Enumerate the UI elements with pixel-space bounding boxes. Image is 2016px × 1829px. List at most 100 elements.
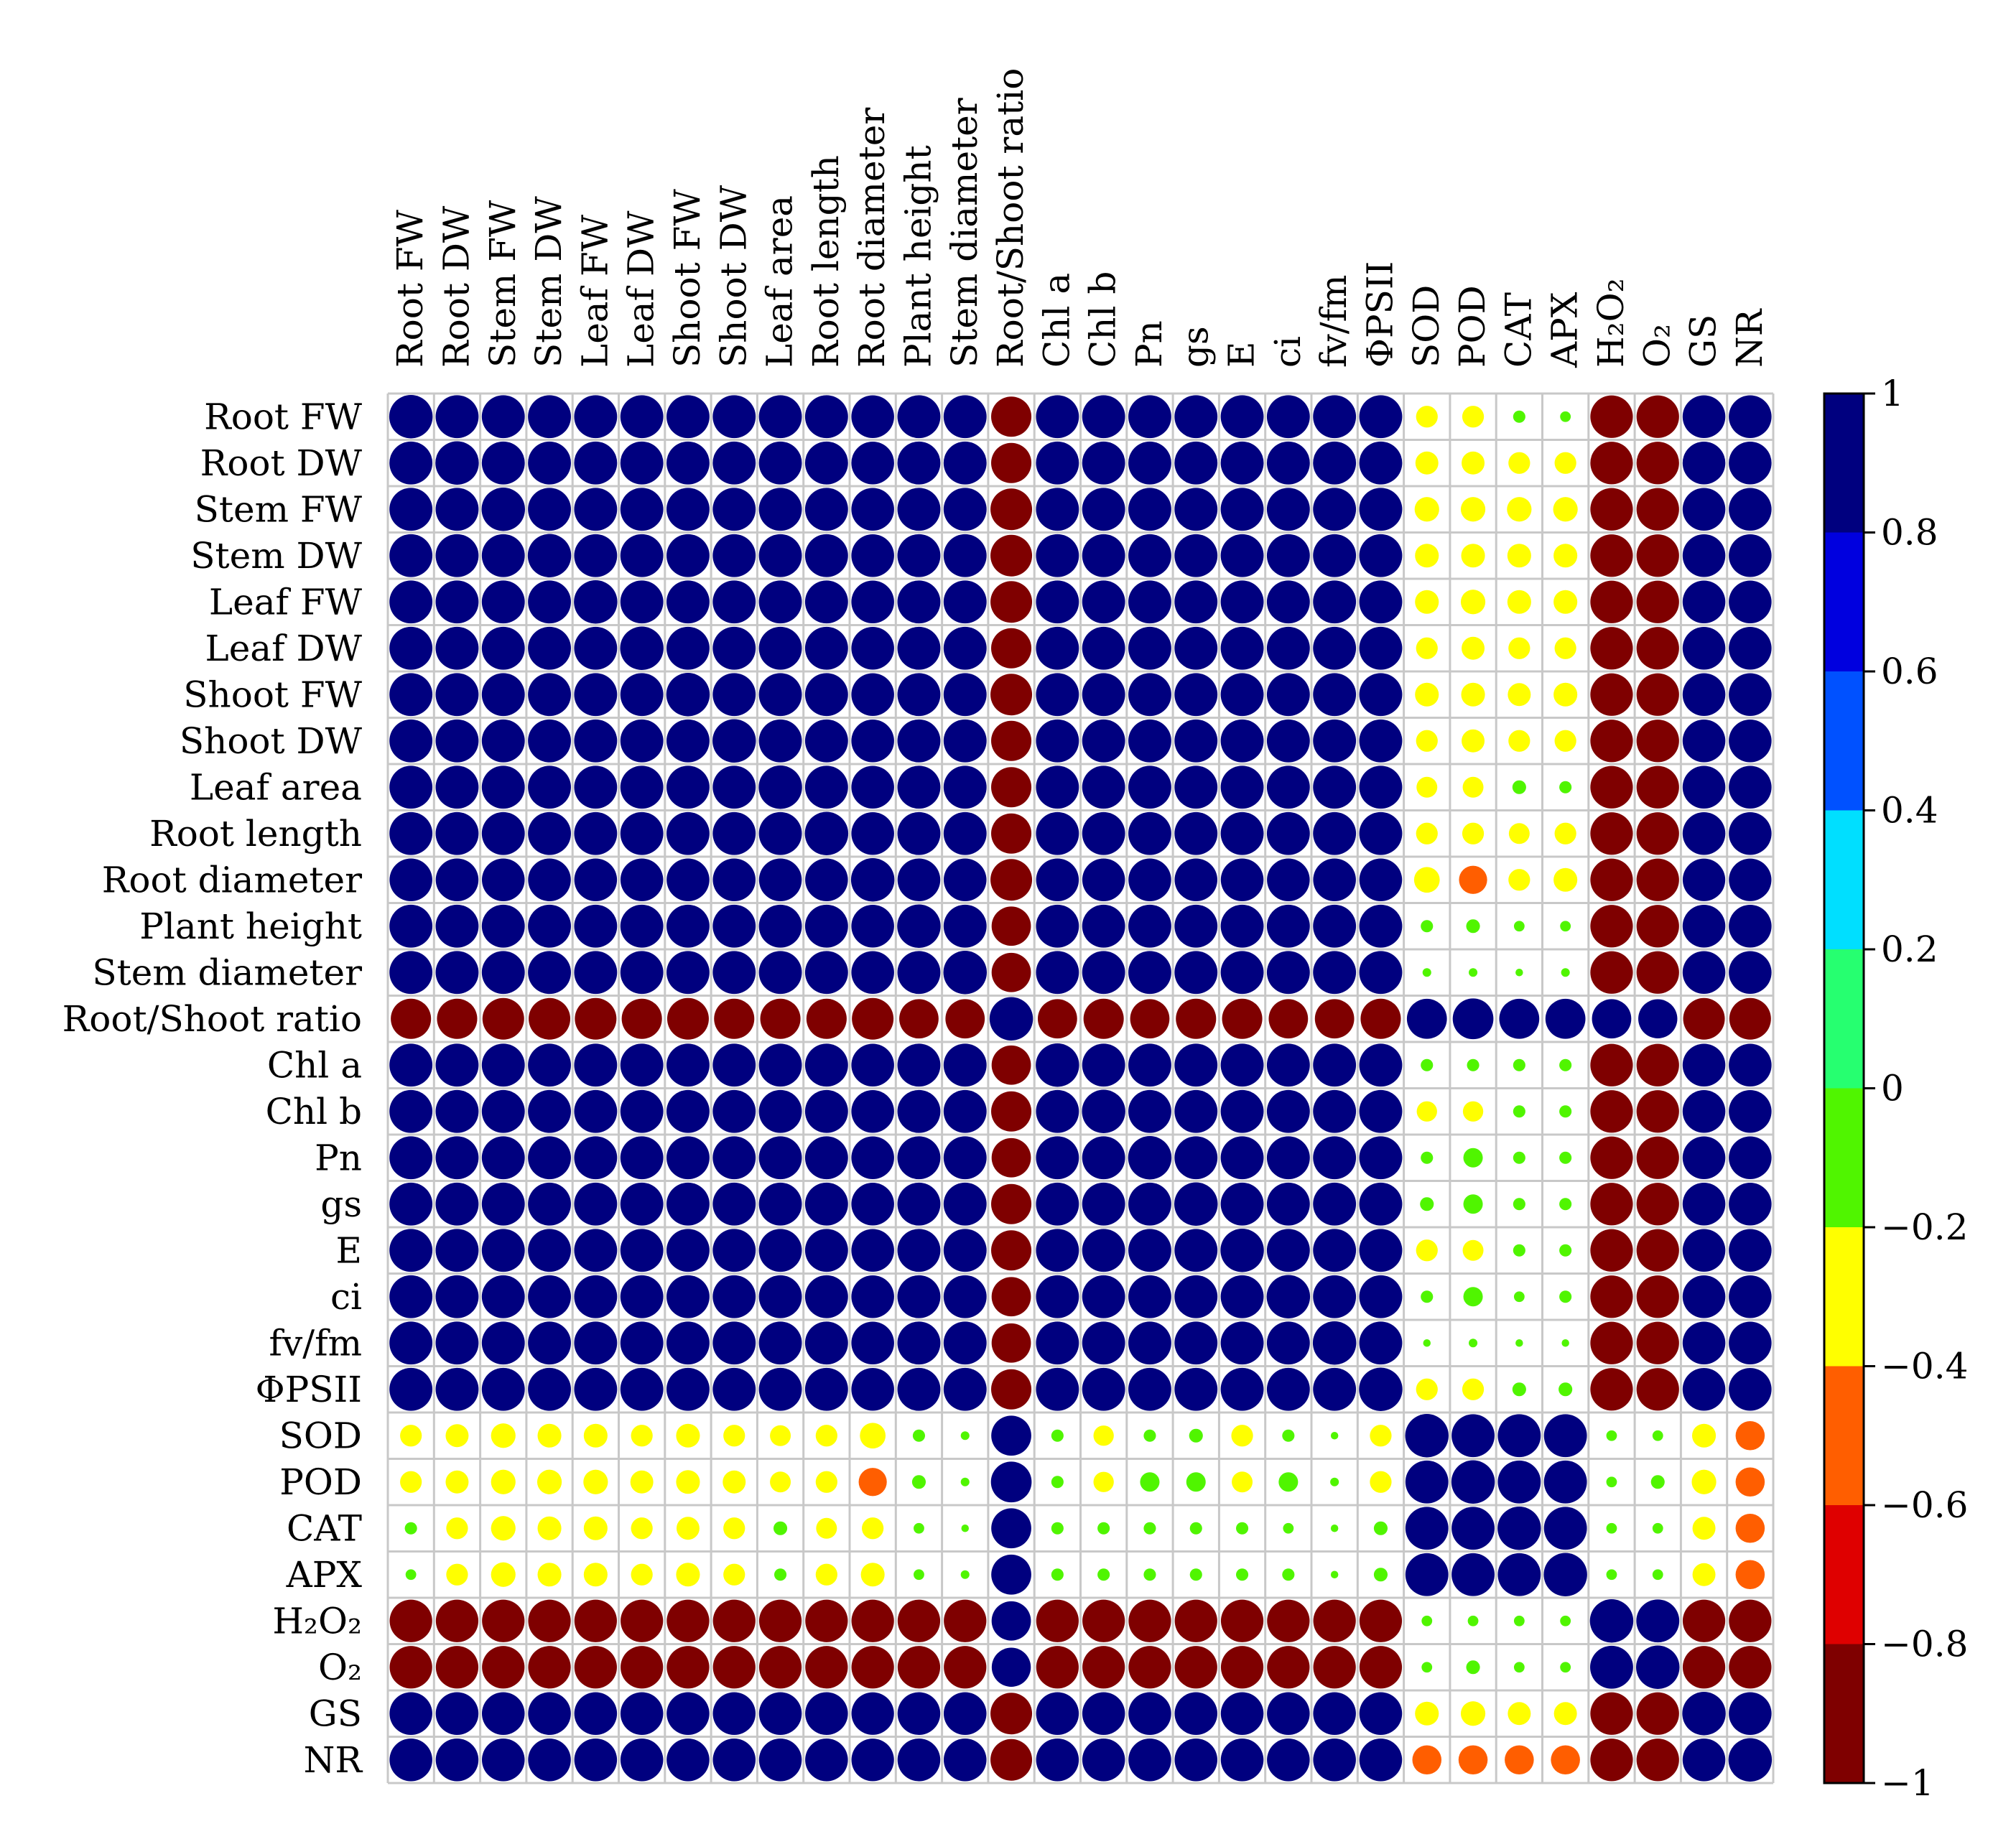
correlation-dot-0-4 (574, 395, 618, 439)
correlation-dot-1-8 (758, 441, 802, 485)
correlation-dot-14-4 (574, 1043, 618, 1087)
row-label-16: Pn (315, 1137, 362, 1178)
correlation-dot-27-18 (1220, 1646, 1264, 1689)
correlation-dot-24-14 (1051, 1522, 1064, 1535)
correlation-dot-15-0 (389, 1089, 433, 1133)
correlation-dot-18-4 (574, 1229, 618, 1272)
correlation-dot-19-4 (574, 1275, 618, 1318)
correlation-dot-13-17 (1176, 998, 1217, 1039)
correlation-dot-0-17 (1174, 395, 1218, 439)
correlation-dot-3-0 (389, 534, 433, 577)
correlation-dot-12-5 (620, 951, 664, 995)
correlation-dot-20-12 (943, 1321, 987, 1365)
correlation-dot-0-5 (620, 395, 664, 439)
correlation-dot-7-10 (851, 719, 894, 763)
correlation-dot-28-7 (712, 1692, 756, 1736)
correlation-dot-10-11 (897, 858, 941, 902)
correlation-dot-28-1 (435, 1692, 479, 1736)
correlation-dot-16-16 (1128, 1136, 1172, 1180)
correlation-dot-21-12 (943, 1367, 987, 1411)
correlation-dot-15-27 (1636, 1090, 1679, 1133)
correlation-dot-9-21 (1359, 811, 1403, 855)
correlation-dot-19-2 (481, 1275, 525, 1318)
correlation-dot-9-15 (1082, 811, 1125, 855)
correlation-dot-26-5 (621, 1599, 664, 1642)
correlation-dot-28-6 (666, 1692, 710, 1736)
correlation-dot-21-20 (1313, 1367, 1357, 1411)
row-label-20: fv/fm (269, 1322, 362, 1364)
correlation-dot-14-14 (1036, 1043, 1079, 1087)
correlation-dot-27-1 (435, 1646, 479, 1689)
correlation-dot-25-26 (1606, 1569, 1617, 1581)
correlation-dot-10-29 (1729, 858, 1772, 901)
correlation-dot-4-0 (389, 580, 433, 624)
correlation-dot-15-20 (1313, 1089, 1357, 1133)
correlation-dot-22-19 (1282, 1429, 1295, 1442)
correlation-dot-11-7 (712, 904, 756, 948)
correlation-dot-17-14 (1036, 1182, 1079, 1226)
correlation-dot-24-18 (1236, 1522, 1249, 1535)
column-label-27: O₂ (1636, 324, 1678, 368)
correlation-dot-10-7 (712, 858, 756, 902)
correlation-dot-6-4 (574, 673, 618, 717)
correlation-dot-15-1 (435, 1089, 479, 1133)
correlation-dot-18-19 (1266, 1229, 1310, 1272)
correlation-dot-10-14 (1036, 858, 1079, 902)
correlation-dot-22-25 (1543, 1414, 1587, 1458)
correlation-dot-13-15 (1083, 998, 1124, 1039)
correlation-dot-29-4 (574, 1738, 618, 1782)
correlation-dot-20-16 (1128, 1321, 1171, 1365)
correlation-dot-15-29 (1729, 1089, 1772, 1133)
correlation-dot-22-23 (1451, 1414, 1495, 1458)
correlation-dot-3-26 (1590, 534, 1633, 577)
correlation-dot-18-14 (1036, 1229, 1079, 1272)
correlation-dot-29-13 (990, 1739, 1033, 1781)
correlation-dot-23-3 (536, 1469, 562, 1494)
correlation-dot-26-6 (666, 1599, 710, 1642)
correlation-dot-21-2 (481, 1367, 525, 1411)
correlation-dot-5-7 (712, 626, 756, 670)
correlation-dot-22-4 (583, 1423, 608, 1448)
correlation-dot-15-10 (851, 1089, 894, 1133)
correlation-dot-15-11 (897, 1089, 941, 1133)
correlation-dot-23-15 (1093, 1471, 1114, 1492)
correlation-dot-27-19 (1267, 1646, 1310, 1689)
correlation-dot-29-24 (1505, 1745, 1534, 1775)
correlation-dot-14-29 (1729, 1043, 1772, 1087)
correlation-dot-26-19 (1267, 1599, 1310, 1642)
correlation-dot-9-14 (1036, 811, 1079, 855)
correlation-dot-1-14 (1036, 441, 1079, 485)
correlation-dot-18-16 (1128, 1229, 1171, 1272)
correlation-dot-26-16 (1128, 1599, 1171, 1642)
color-band-8 (1824, 1505, 1864, 1644)
correlation-dot-13-0 (391, 998, 432, 1039)
correlation-dot-7-6 (666, 719, 710, 763)
correlation-dot-7-15 (1082, 719, 1125, 763)
correlation-dot-8-3 (528, 765, 571, 809)
correlation-dot-21-17 (1174, 1367, 1218, 1411)
correlation-dot-29-7 (712, 1738, 756, 1782)
correlation-dot-27-23 (1466, 1660, 1480, 1675)
correlation-dot-27-29 (1729, 1646, 1772, 1689)
correlation-dot-26-0 (389, 1599, 432, 1642)
correlation-dot-5-18 (1220, 626, 1264, 670)
correlation-dot-5-3 (528, 626, 571, 670)
correlation-dot-7-8 (758, 719, 802, 763)
correlation-dot-16-26 (1590, 1136, 1633, 1179)
row-label-4: Leaf FW (209, 581, 363, 623)
correlation-dot-3-23 (1461, 544, 1485, 568)
correlation-dot-17-11 (897, 1182, 941, 1226)
correlation-dot-22-2 (491, 1423, 516, 1448)
correlation-dot-3-19 (1266, 534, 1310, 577)
correlation-dot-27-2 (482, 1646, 525, 1689)
correlation-dot-6-18 (1220, 673, 1264, 717)
correlation-dot-15-23 (1462, 1101, 1484, 1122)
correlation-dot-20-26 (1590, 1321, 1633, 1364)
correlation-dot-26-24 (1513, 1615, 1525, 1626)
correlation-dot-14-24 (1513, 1058, 1525, 1071)
correlation-dot-25-6 (676, 1563, 700, 1587)
correlation-dot-20-19 (1266, 1321, 1310, 1365)
correlation-dot-10-20 (1313, 858, 1356, 902)
correlation-dot-9-1 (435, 811, 479, 855)
correlation-dot-25-2 (491, 1562, 516, 1587)
